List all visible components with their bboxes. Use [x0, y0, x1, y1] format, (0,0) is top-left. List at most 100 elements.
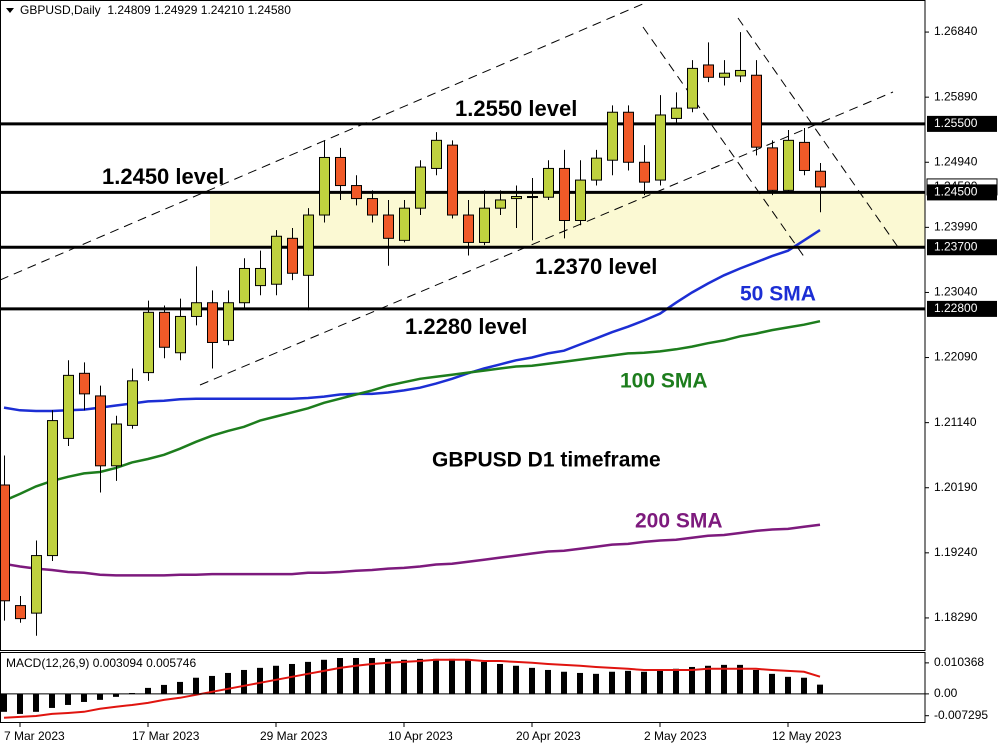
plot-frame — [0, 0, 926, 651]
macd-bar — [401, 659, 407, 694]
candle-body — [0, 484, 10, 602]
x-tick-label: 2 May 2023 — [644, 729, 707, 743]
candle-body — [815, 170, 826, 188]
candle-body — [511, 196, 522, 200]
macd-bar — [689, 666, 695, 694]
macd-bar — [737, 664, 743, 694]
macd-bar — [49, 693, 55, 708]
macd-bar — [497, 663, 503, 694]
macd-bar — [721, 664, 727, 694]
x-tick-label: 7 Mar 2023 — [4, 729, 65, 743]
macd-bar — [817, 684, 823, 694]
candle-body — [303, 214, 314, 276]
price-plot: 1.2550 level 1.2450 level 1.2370 level 1.22… — [0, 2, 925, 636]
macd-bar — [513, 665, 519, 694]
candle-body — [255, 267, 266, 287]
level-label: 1.23700 — [934, 239, 978, 253]
macd-y-tick-label: 0.00 — [934, 686, 958, 700]
candle-body — [127, 380, 138, 426]
macd-bar — [433, 658, 439, 694]
macd-bar — [193, 677, 199, 694]
candle-body — [671, 107, 682, 119]
chart-title: GBPUSD,Daily 1.24809 1.24929 1.24210 1.2… — [20, 3, 291, 17]
level-text: 1.2370 level — [535, 254, 657, 279]
macd-bar — [641, 671, 647, 694]
y-tick-label: 1.26840 — [934, 24, 978, 38]
annotation: GBPUSD D1 timeframe — [432, 449, 661, 472]
candle-body — [479, 207, 490, 243]
candle-body — [719, 72, 730, 78]
series-label: 50 SMA — [740, 283, 816, 306]
macd-bar — [65, 693, 71, 705]
candle-body — [767, 147, 778, 191]
macd-plot: MACD(12,26,9) 0.003094 0.005746 — [0, 656, 925, 719]
y-tick-label: 1.23040 — [934, 285, 978, 299]
candle-body — [703, 64, 714, 78]
macd-bar — [385, 658, 391, 694]
macd-bar — [225, 672, 231, 694]
candle-body — [143, 311, 154, 374]
trendline — [642, 26, 806, 259]
macd-bar — [657, 670, 663, 694]
candle-body — [63, 374, 74, 439]
level-text: 1.2550 level — [455, 96, 577, 121]
trendline — [199, 91, 894, 386]
level-text: 1.2280 level — [405, 314, 527, 339]
macd-bar — [449, 658, 455, 694]
macd-bar — [161, 684, 167, 694]
macd-bar — [177, 681, 183, 694]
candle-body — [655, 114, 666, 181]
candle-body — [95, 395, 106, 467]
trendline — [737, 17, 901, 251]
candle-body — [527, 196, 538, 199]
candle-body — [687, 67, 698, 109]
macd-bar — [81, 693, 87, 702]
level-box — [927, 300, 997, 317]
candle-body — [639, 161, 650, 183]
candle-body — [415, 166, 426, 209]
macd-bar — [625, 670, 631, 694]
level-box — [927, 239, 997, 256]
candle-body — [463, 214, 474, 243]
candle-body — [15, 605, 26, 620]
macd-bar — [113, 693, 119, 697]
moving-average — [3, 319, 821, 502]
candle-body — [31, 555, 42, 614]
trendline — [0, 2, 646, 281]
macd-bar — [577, 672, 583, 694]
macd-y-tick-label: 0.010368 — [934, 655, 984, 669]
y-tick-label: 1.22090 — [934, 350, 978, 364]
menu-arrow — [6, 8, 14, 13]
y-tick-label: 1.19240 — [934, 545, 978, 559]
y-tick-label: 1.20190 — [934, 480, 978, 494]
candle-body — [175, 315, 186, 354]
macd-bar — [561, 671, 567, 694]
candle-body — [623, 111, 634, 163]
macd-bar — [465, 659, 471, 694]
x-tick-label: 12 May 2023 — [772, 729, 842, 743]
candle-body — [223, 302, 234, 341]
macd-bar — [97, 693, 103, 700]
x-tick-label: 10 Apr 2023 — [388, 729, 453, 743]
y-tick-label: 1.25890 — [934, 89, 978, 103]
series-label: 200 SMA — [635, 510, 723, 533]
candle-body — [799, 141, 810, 171]
candle-body — [191, 302, 202, 317]
macd-bar — [529, 667, 535, 694]
macd-bar — [481, 661, 487, 694]
level-box — [927, 184, 997, 201]
y-tick-label: 1.21140 — [934, 415, 977, 429]
candle-body — [495, 199, 506, 209]
macd-bar — [145, 687, 151, 694]
candle-body — [79, 372, 90, 395]
macd-bar — [593, 673, 599, 694]
candle-body — [447, 144, 458, 216]
level-label: 1.22800 — [934, 301, 978, 315]
candle-body — [575, 179, 586, 222]
macd-bar — [369, 657, 375, 694]
macd-bar — [785, 676, 791, 694]
level-box — [927, 115, 997, 132]
macd-bar — [801, 677, 807, 694]
